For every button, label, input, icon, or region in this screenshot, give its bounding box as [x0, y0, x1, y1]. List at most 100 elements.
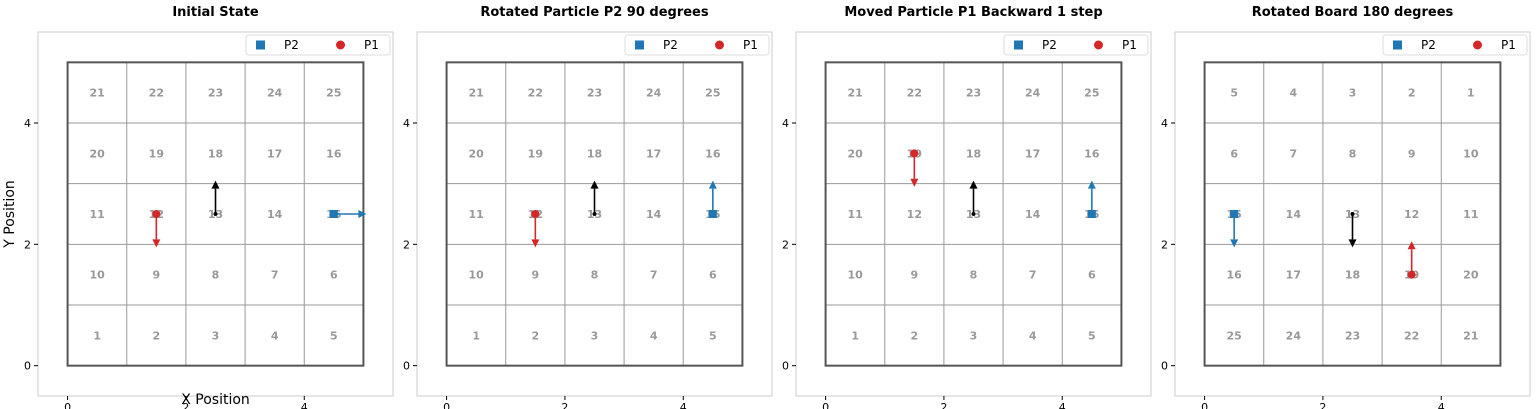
x-tick-label: 4	[301, 401, 308, 409]
x-tick-label: 4	[1059, 401, 1066, 409]
chart-title: Moved Particle P1 Backward 1 step	[844, 5, 1102, 20]
y-tick-label: 4	[24, 117, 31, 130]
y-tick-label: 0	[403, 360, 410, 373]
legend-box	[624, 34, 770, 56]
cell-number: 6	[1230, 147, 1238, 160]
legend-label: P1	[1122, 38, 1137, 52]
cell-number: 11	[90, 208, 105, 221]
origin-dot-marker	[592, 212, 597, 216]
legend-box	[1003, 34, 1149, 56]
cell-number: 25	[1227, 329, 1242, 342]
cell-number: 10	[848, 269, 864, 282]
legend-label: P1	[364, 38, 379, 52]
y-tick-label: 2	[24, 238, 31, 251]
legend-label: P2	[284, 38, 299, 52]
cell-number: 24	[1025, 87, 1041, 100]
cell-number: 16	[1084, 147, 1100, 160]
x-tick-label: 2	[940, 401, 947, 409]
cell-number: 9	[532, 269, 540, 282]
legend: P2 P1	[245, 34, 391, 56]
cell-number: 17	[267, 147, 282, 160]
particle-marker-p2	[1230, 210, 1239, 218]
chart-title: Rotated Board 180 degrees	[1252, 5, 1454, 20]
legend-marker-p1	[1473, 40, 1482, 50]
cell-number: 16	[326, 147, 342, 160]
legend-box	[245, 34, 391, 56]
legend-box	[1382, 34, 1528, 56]
cell-number: 22	[907, 87, 922, 100]
cell-number: 14	[646, 208, 662, 221]
cell-number: 23	[1345, 329, 1360, 342]
cell-number: 5	[1230, 87, 1238, 100]
cell-number: 11	[469, 208, 484, 221]
cell-number: 7	[650, 269, 658, 282]
legend-label: P2	[663, 38, 678, 52]
cell-number: 2	[532, 329, 540, 342]
cell-number: 17	[646, 147, 661, 160]
cell-number: 3	[970, 329, 978, 342]
legend-label: P1	[743, 38, 758, 52]
cell-number: 19	[149, 147, 164, 160]
cell-number: 22	[149, 87, 164, 100]
cell-number: 25	[1084, 87, 1099, 100]
direction-arrow-head	[211, 180, 220, 189]
cell-number: 8	[1349, 147, 1357, 160]
legend-marker-p2	[256, 40, 265, 50]
board-border	[1203, 61, 1502, 367]
board-border	[824, 61, 1123, 367]
x-tick-label: 0	[822, 401, 829, 409]
cell-number: 24	[267, 87, 283, 100]
direction-arrow-head	[152, 239, 161, 248]
cell-number: 23	[966, 87, 981, 100]
direction-arrow-head	[1087, 180, 1096, 189]
cell-number: 7	[1290, 147, 1298, 160]
cell-number: 8	[212, 269, 220, 282]
x-tick-label: 2	[561, 401, 568, 409]
cell-number: 1	[93, 329, 101, 342]
cell-number: 21	[469, 87, 484, 100]
cell-number: 20	[1463, 269, 1479, 282]
cell-number: 8	[591, 269, 599, 282]
cell-number: 23	[587, 87, 602, 100]
cell-number: 19	[528, 147, 543, 160]
legend: P2 P1	[1003, 34, 1149, 56]
y-tick-label: 0	[1161, 360, 1168, 373]
legend-label: P2	[1042, 38, 1057, 52]
cell-number: 9	[1408, 147, 1416, 160]
y-tick-label: 2	[782, 238, 789, 251]
cell-number: 4	[271, 329, 279, 342]
cell-number: 6	[330, 269, 338, 282]
legend-marker-p1	[715, 40, 724, 50]
cell-number: 7	[1029, 269, 1037, 282]
cell-number: 2	[911, 329, 919, 342]
cell-number: 2	[153, 329, 161, 342]
cell-number: 16	[705, 147, 721, 160]
y-tick-label: 0	[24, 360, 31, 373]
cell-number: 2	[1408, 87, 1416, 100]
particle-marker-p1	[152, 210, 161, 218]
cell-number: 10	[469, 269, 485, 282]
cell-number: 1	[851, 329, 859, 342]
y-tick-label: 4	[403, 117, 410, 130]
cell-number: 10	[90, 269, 106, 282]
direction-arrow-head	[1230, 239, 1239, 248]
cell-number: 24	[1286, 329, 1302, 342]
cell-number: 17	[1286, 269, 1301, 282]
cell-number: 7	[271, 269, 279, 282]
cell-number: 21	[90, 87, 105, 100]
x-tick-label: 2	[1319, 401, 1326, 409]
cell-number: 20	[90, 147, 106, 160]
direction-arrow-head	[590, 180, 599, 189]
direction-arrow-head	[531, 239, 540, 248]
cell-number: 18	[208, 147, 223, 160]
direction-arrow-head	[708, 180, 717, 189]
cell-number: 22	[1404, 329, 1419, 342]
cell-number: 11	[1463, 208, 1478, 221]
legend-label: P2	[1421, 38, 1436, 52]
y-tick-label: 4	[782, 117, 789, 130]
cell-number: 20	[848, 147, 864, 160]
cell-number: 21	[848, 87, 863, 100]
